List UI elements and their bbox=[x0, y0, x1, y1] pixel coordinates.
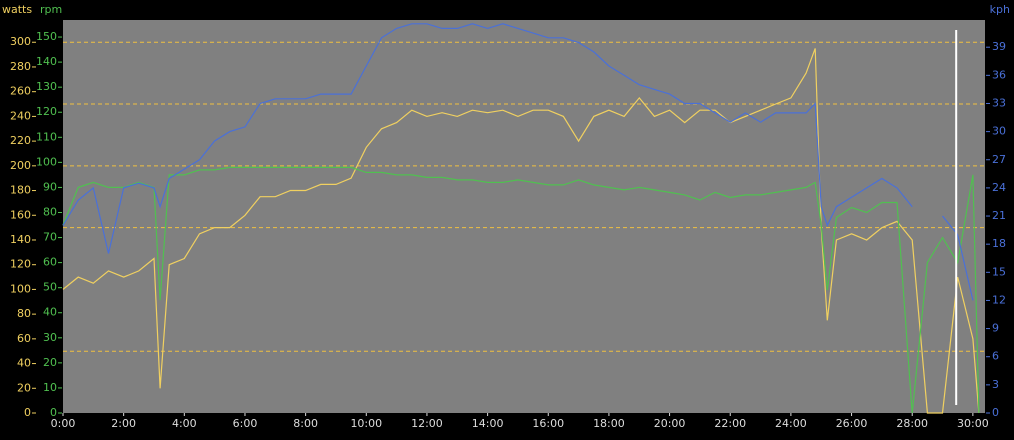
x-tick-label: 4:00 bbox=[172, 417, 197, 430]
y2ticks-label: 150 bbox=[36, 30, 57, 43]
y2ticks-label: 140 bbox=[36, 55, 57, 68]
y3ticks-label: 39 bbox=[992, 40, 1006, 53]
x-tick-label: 24:00 bbox=[775, 417, 807, 430]
y2ticks-label: 40 bbox=[43, 306, 57, 319]
y3ticks-label: 30 bbox=[992, 125, 1006, 138]
series-line bbox=[62, 48, 980, 414]
yticks-label: 220 bbox=[10, 134, 31, 147]
x-tick-label: 22:00 bbox=[714, 417, 746, 430]
yticks-label: 40 bbox=[17, 357, 31, 370]
series-line bbox=[62, 166, 980, 414]
plot-area bbox=[63, 20, 985, 413]
y3ticks-label: 27 bbox=[992, 153, 1006, 166]
yticks-label: 0 bbox=[24, 406, 31, 419]
y2-axis-title: rpm bbox=[40, 3, 62, 16]
yticks-label: 200 bbox=[10, 159, 31, 172]
x-tick-label: 6:00 bbox=[233, 417, 258, 430]
y3-axis-title: kph bbox=[990, 3, 1010, 16]
x-tick-label: 16:00 bbox=[532, 417, 564, 430]
y3ticks-label: 15 bbox=[992, 265, 1006, 278]
y2ticks-label: 10 bbox=[43, 381, 57, 394]
x-tick-label: 0:00 bbox=[51, 417, 76, 430]
y3ticks-label: 33 bbox=[992, 96, 1006, 109]
y3ticks-label: 21 bbox=[992, 209, 1006, 222]
x-tick-label: 10:00 bbox=[350, 417, 382, 430]
x-tick-label: 8:00 bbox=[293, 417, 318, 430]
yticks-label: 180 bbox=[10, 184, 31, 197]
x-tick-label: 18:00 bbox=[593, 417, 625, 430]
y2ticks-label: 50 bbox=[43, 281, 57, 294]
y3ticks-label: 12 bbox=[992, 293, 1006, 306]
y2ticks-label: 30 bbox=[43, 331, 57, 344]
yticks-label: 240 bbox=[10, 109, 31, 122]
x-tick-label: 20:00 bbox=[654, 417, 686, 430]
y3ticks-label: 18 bbox=[992, 237, 1006, 250]
y-axis-title: watts bbox=[2, 3, 32, 16]
y3ticks-label: 3 bbox=[992, 378, 999, 391]
y3ticks-label: 9 bbox=[992, 322, 999, 335]
series-line bbox=[62, 23, 974, 301]
y2ticks-label: 90 bbox=[43, 180, 57, 193]
yticks-label: 160 bbox=[10, 208, 31, 221]
y2ticks-label: 0 bbox=[50, 406, 57, 419]
x-tick-label: 28:00 bbox=[896, 417, 928, 430]
yticks-label: 260 bbox=[10, 85, 31, 98]
x-tick-label: 2:00 bbox=[111, 417, 136, 430]
y2ticks-label: 130 bbox=[36, 80, 57, 93]
yticks-label: 80 bbox=[17, 307, 31, 320]
y2ticks-label: 100 bbox=[36, 155, 57, 168]
yticks-label: 100 bbox=[10, 282, 31, 295]
x-tick-label: 30:00 bbox=[957, 417, 989, 430]
y2ticks-label: 120 bbox=[36, 105, 57, 118]
y3ticks-label: 24 bbox=[992, 181, 1006, 194]
y3ticks-label: 36 bbox=[992, 68, 1006, 81]
x-tick-label: 26:00 bbox=[836, 417, 868, 430]
yticks-label: 280 bbox=[10, 60, 31, 73]
y2ticks-label: 20 bbox=[43, 356, 57, 369]
y2ticks-label: 110 bbox=[36, 130, 57, 143]
yticks-label: 120 bbox=[10, 258, 31, 271]
yticks-label: 20 bbox=[17, 381, 31, 394]
yticks-label: 140 bbox=[10, 233, 31, 246]
y2ticks-label: 60 bbox=[43, 256, 57, 269]
y2ticks-label: 70 bbox=[43, 231, 57, 244]
y3ticks-label: 6 bbox=[992, 350, 999, 363]
yticks-label: 60 bbox=[17, 332, 31, 345]
x-tick-label: 12:00 bbox=[411, 417, 443, 430]
y3ticks-label: 0 bbox=[992, 406, 999, 419]
x-tick-label: 14:00 bbox=[472, 417, 504, 430]
y2ticks-label: 80 bbox=[43, 205, 57, 218]
yticks-label: 300 bbox=[10, 35, 31, 48]
